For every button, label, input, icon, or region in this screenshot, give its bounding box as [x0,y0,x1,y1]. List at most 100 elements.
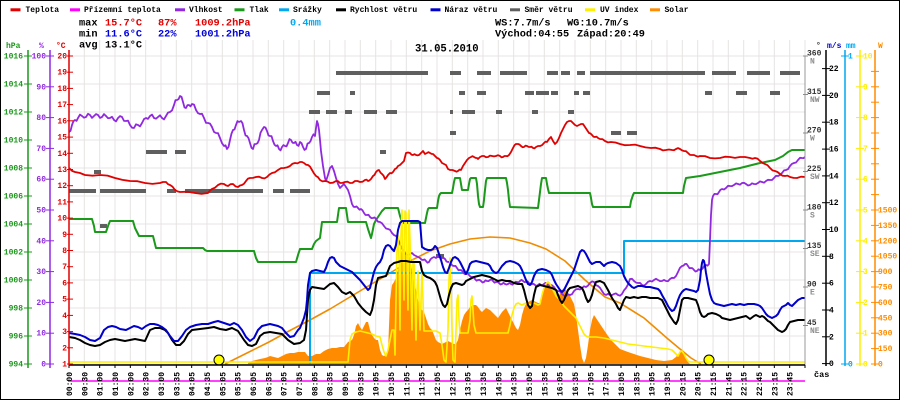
svg-text:Západ:20:49: Západ:20:49 [577,29,645,41]
svg-text:23:15: 23:15 [771,372,780,396]
svg-text:22%: 22% [158,29,177,41]
svg-text:NE: NE [810,327,820,336]
svg-text:10: 10 [57,215,67,224]
svg-text:15:05: 15:05 [526,372,535,396]
svg-text:1002: 1002 [4,249,23,258]
svg-text:2: 2 [62,344,67,353]
svg-text:10: 10 [829,226,839,235]
svg-text:1050: 1050 [878,253,897,262]
svg-text:0: 0 [829,360,834,369]
svg-text:900: 900 [878,268,893,277]
svg-text:WG:10.7m/s: WG:10.7m/s [567,18,629,30]
svg-text:994: 994 [9,361,24,370]
svg-text:5: 5 [62,296,67,305]
svg-text:Východ:04:55: Východ:04:55 [495,29,569,41]
svg-text:1014: 1014 [4,81,23,90]
svg-text:3: 3 [62,328,67,337]
svg-text:45: 45 [807,319,817,328]
svg-text:0: 0 [41,361,46,370]
svg-text:150: 150 [878,345,893,354]
svg-text:80: 80 [36,114,46,123]
svg-text:10:35: 10:35 [388,372,397,396]
svg-text:10: 10 [36,330,46,339]
svg-text:NW: NW [810,96,820,105]
svg-text:4: 4 [62,312,67,321]
svg-text:1009.2hPa: 1009.2hPa [195,18,251,30]
svg-text:hPa: hPa [6,42,21,51]
svg-text:17:35: 17:35 [603,372,612,396]
svg-text:min: min [79,29,98,41]
svg-text:0.4mm: 0.4mm [290,18,321,30]
svg-text:20: 20 [36,299,46,308]
svg-text:450: 450 [878,314,893,323]
svg-text:1350: 1350 [878,222,897,231]
svg-text:E: E [810,289,815,298]
svg-text:20: 20 [57,53,67,62]
svg-text:750: 750 [878,284,893,293]
svg-text:6: 6 [863,176,868,185]
svg-text:1: 1 [863,330,868,339]
svg-text:1012: 1012 [4,109,23,118]
svg-text:Solar: Solar [665,6,689,15]
svg-text:90: 90 [36,83,46,92]
svg-text:Směr větru: Směr větru [525,6,573,15]
svg-text:12:05: 12:05 [434,372,443,396]
svg-text:Vlhkost: Vlhkost [189,6,223,15]
svg-text:12: 12 [829,199,839,208]
svg-text:10: 10 [863,53,873,62]
svg-text:1: 1 [62,360,67,369]
svg-text:23:45: 23:45 [787,372,796,396]
svg-text:04:05: 04:05 [189,372,198,396]
svg-text:SE: SE [810,250,820,259]
svg-text:18: 18 [57,85,67,94]
svg-text:Teplota: Teplota [26,6,60,15]
svg-text:40: 40 [36,237,46,246]
svg-text:9: 9 [62,231,67,240]
svg-text:09:05: 09:05 [342,372,351,396]
svg-text:20:45: 20:45 [695,372,704,396]
svg-text:00:30: 00:30 [81,372,90,396]
svg-text:°: ° [816,42,821,51]
svg-text:12: 12 [57,182,67,191]
svg-text:18: 18 [829,119,839,128]
svg-text:16:35: 16:35 [572,372,581,396]
svg-text:90: 90 [807,281,817,290]
svg-text:60: 60 [36,176,46,185]
svg-text:14:35: 14:35 [511,372,520,396]
svg-text:08:05: 08:05 [311,372,320,396]
svg-text:UV index: UV index [600,6,639,15]
svg-text:13:05: 13:05 [465,372,474,396]
svg-text:07:35: 07:35 [296,372,305,396]
svg-text:13: 13 [57,166,67,175]
svg-text:15:35: 15:35 [541,372,550,396]
svg-text:Náraz větru: Náraz větru [445,6,498,15]
svg-text:996: 996 [9,333,24,342]
svg-text:1008: 1008 [4,165,23,174]
svg-text:15: 15 [57,134,67,143]
svg-text:WS:7.7m/s: WS:7.7m/s [495,18,551,30]
svg-text:12:35: 12:35 [449,372,458,396]
svg-text:02:00: 02:00 [127,372,136,396]
svg-text:180: 180 [807,204,822,213]
svg-text:0: 0 [863,361,868,370]
svg-text:°C: °C [56,42,66,51]
svg-text:%: % [39,42,44,51]
svg-text:02:30: 02:30 [143,372,152,396]
svg-text:30: 30 [36,268,46,277]
svg-text:03:00: 03:00 [158,372,167,396]
svg-text:W: W [878,42,883,51]
svg-text:17: 17 [57,101,67,110]
svg-text:m/s: m/s [827,42,842,51]
svg-text:8: 8 [829,253,834,262]
svg-text:Tlak: Tlak [250,6,269,15]
svg-text:11.6°C: 11.6°C [105,29,142,41]
svg-text:1010: 1010 [4,137,23,146]
svg-text:13:35: 13:35 [480,372,489,396]
svg-text:18:35: 18:35 [633,372,642,396]
svg-text:1001.2hPa: 1001.2hPa [195,29,251,41]
svg-text:5: 5 [863,207,868,216]
svg-text:31.05.2010: 31.05.2010 [415,44,479,56]
svg-text:15.7°C: 15.7°C [105,18,142,30]
svg-text:6: 6 [829,280,834,289]
svg-text:1000: 1000 [4,277,23,286]
